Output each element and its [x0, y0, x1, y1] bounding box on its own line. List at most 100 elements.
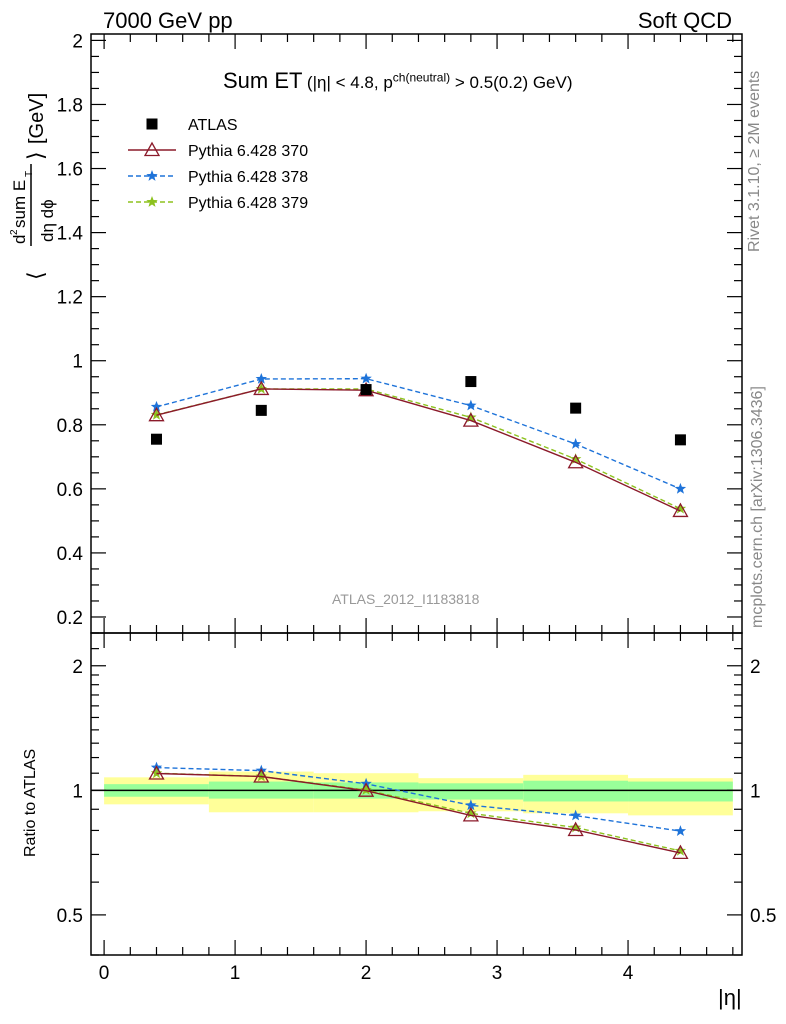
- main-y-axis-label: ⟨ d 2 sum E T dη dϕ ⟩ [GeV]: [9, 93, 57, 280]
- main-series-3-point: [150, 408, 163, 420]
- chart-title-main: Sum ET: [223, 68, 303, 93]
- ratio-panel-frame: [90, 632, 743, 956]
- ratio-series-0-line: [156, 772, 681, 854]
- main-y-tick-label: 2: [72, 31, 83, 52]
- main-series-1-point: [148, 406, 165, 422]
- ratio-uncertainty-bands: [91, 771, 742, 816]
- svg-text:d: d: [10, 235, 29, 244]
- main-series-2-point: [360, 372, 372, 384]
- band-stat-5: [628, 781, 733, 802]
- main-y-tick-label: 1.2: [57, 288, 83, 309]
- svg-text:⟨: ⟨: [23, 271, 48, 280]
- main-y-tick-label: 0.2: [57, 608, 83, 629]
- header-right: Soft QCD: [637, 8, 732, 33]
- ratio-series-0-point: [253, 768, 270, 783]
- main-series-2-point: [465, 399, 477, 411]
- x-axis-label: |η|: [718, 985, 742, 1010]
- main-series-1-line: [156, 388, 681, 512]
- x-tick-label: 2: [361, 963, 372, 984]
- main-y-tick-label: 1.4: [57, 224, 84, 245]
- chart-title-sup: ch(neutral): [392, 70, 451, 85]
- svg-text:2: 2: [9, 229, 20, 235]
- legend-marker-3: [146, 196, 158, 207]
- main-series-0-point: [674, 434, 686, 446]
- ratio-series-1-line: [156, 766, 681, 832]
- chart-title-cond: (|η| < 4.8, p: [306, 73, 393, 92]
- ratio-y-tick-label-right: 2: [750, 657, 761, 678]
- main-series-3-line: [156, 388, 681, 510]
- analysis-watermark: ATLAS_2012_I1183818: [332, 591, 480, 607]
- ratio-series-0-point: [567, 821, 584, 837]
- main-series-3-point: [674, 502, 687, 514]
- x-tick-label: 1: [230, 963, 241, 984]
- x-tick-label: 0: [99, 963, 110, 984]
- band-stat-3: [418, 783, 524, 800]
- main-y-tick-label: 0.6: [57, 480, 83, 501]
- ratio-y-axis-label: Ratio to ATLAS: [22, 748, 39, 857]
- main-series-1-point: [567, 453, 584, 469]
- svg-text:⟩: ⟩: [23, 151, 48, 160]
- ratio-series-2-point: [150, 767, 163, 779]
- main-series-2-point: [150, 400, 163, 412]
- legend-label-1: Pythia 6.428 370: [188, 143, 308, 160]
- axis-tick-labels: 0.2 0.4 0.6 0.8 1 1.2 1.4 1.6 1.8 2 0 1 2 3 4 0.5 0.5 1 1 2…: [57, 31, 777, 984]
- main-series-2-point: [569, 438, 582, 449]
- main-y-tick-label: 1: [72, 352, 83, 373]
- ratio-y-tick-label-right: 0.5: [750, 906, 776, 927]
- main-series-3-point: [465, 411, 477, 423]
- main-series-1-point: [462, 412, 479, 427]
- data-series: [148, 372, 689, 860]
- svg-text:T: T: [24, 171, 35, 177]
- legend-marker-1: [143, 141, 161, 157]
- ratio-series-2-point: [360, 784, 372, 795]
- ratio-series-0-point: [462, 807, 479, 822]
- legend-marker-0: [146, 118, 158, 130]
- main-y-tick-label: 1.6: [57, 160, 83, 181]
- main-series-1-point: [672, 502, 689, 518]
- ratio-series-2-point: [465, 807, 477, 819]
- header-left: 7000 GeV pp: [103, 8, 233, 33]
- ratio-series-2-point: [569, 821, 582, 833]
- svg-text:[GeV]: [GeV]: [26, 93, 48, 144]
- ratio-series-1-point: [674, 825, 687, 836]
- x-tick-label: 3: [492, 963, 503, 984]
- axis-ticks: [91, 34, 742, 956]
- main-series-0-point: [150, 433, 162, 445]
- legend-label-2: Pythia 6.428 378: [188, 169, 308, 186]
- svg-text:sum E: sum E: [10, 180, 29, 228]
- chart-title-tail: > 0.5(0.2) GeV): [450, 73, 573, 92]
- ratio-y-tick-label-left: 2: [72, 657, 83, 678]
- ratio-y-tick-label-right: 1: [750, 781, 761, 802]
- main-series-0-point: [360, 384, 372, 396]
- main-series-2-line: [156, 377, 681, 490]
- ratio-y-tick-label-left: 1: [72, 781, 83, 802]
- svg-text:dη dϕ: dη dϕ: [38, 199, 57, 242]
- legend-label-0: ATLAS: [188, 117, 238, 134]
- ratio-series-2-point: [674, 844, 687, 856]
- main-y-tick-label: 1.8: [57, 95, 83, 116]
- main-series-2-point: [674, 482, 687, 494]
- chart-title: Sum ET (|η| < 4.8, pch(neutral) > 0.5(0.…: [223, 68, 573, 94]
- ratio-series-0-point: [357, 782, 375, 797]
- ratio-series-0-point: [148, 765, 165, 780]
- x-tick-label: 4: [623, 963, 634, 984]
- plot-frames: [90, 33, 743, 956]
- ratio-series-1-point: [569, 809, 582, 821]
- main-series-0-point: [255, 404, 267, 416]
- main-series-3-point: [569, 453, 582, 464]
- ratio-series-2-line: [156, 772, 681, 852]
- rivet-version-label: Rivet 3.1.10, ≥ 2M events: [746, 70, 763, 252]
- main-y-tick-label: 0.8: [57, 416, 83, 437]
- arxiv-label: mcplots.cern.ch [arXiv:1306.3436]: [749, 386, 766, 628]
- legend: ATLAS Pythia 6.428 370 Pythia 6.428 378 Pyt…: [128, 117, 308, 212]
- ratio-series-0-point: [672, 844, 689, 860]
- main-series-1-point: [253, 380, 270, 396]
- main-series-0-point: [465, 376, 477, 388]
- ratio-y-tick-label-left: 0.5: [57, 906, 83, 927]
- legend-label-3: Pythia 6.428 379: [188, 195, 308, 212]
- main-series-0-point: [570, 402, 582, 414]
- legend-marker-2: [146, 170, 158, 181]
- main-series-2-point: [255, 373, 267, 384]
- ratio-series-1-point: [465, 799, 477, 811]
